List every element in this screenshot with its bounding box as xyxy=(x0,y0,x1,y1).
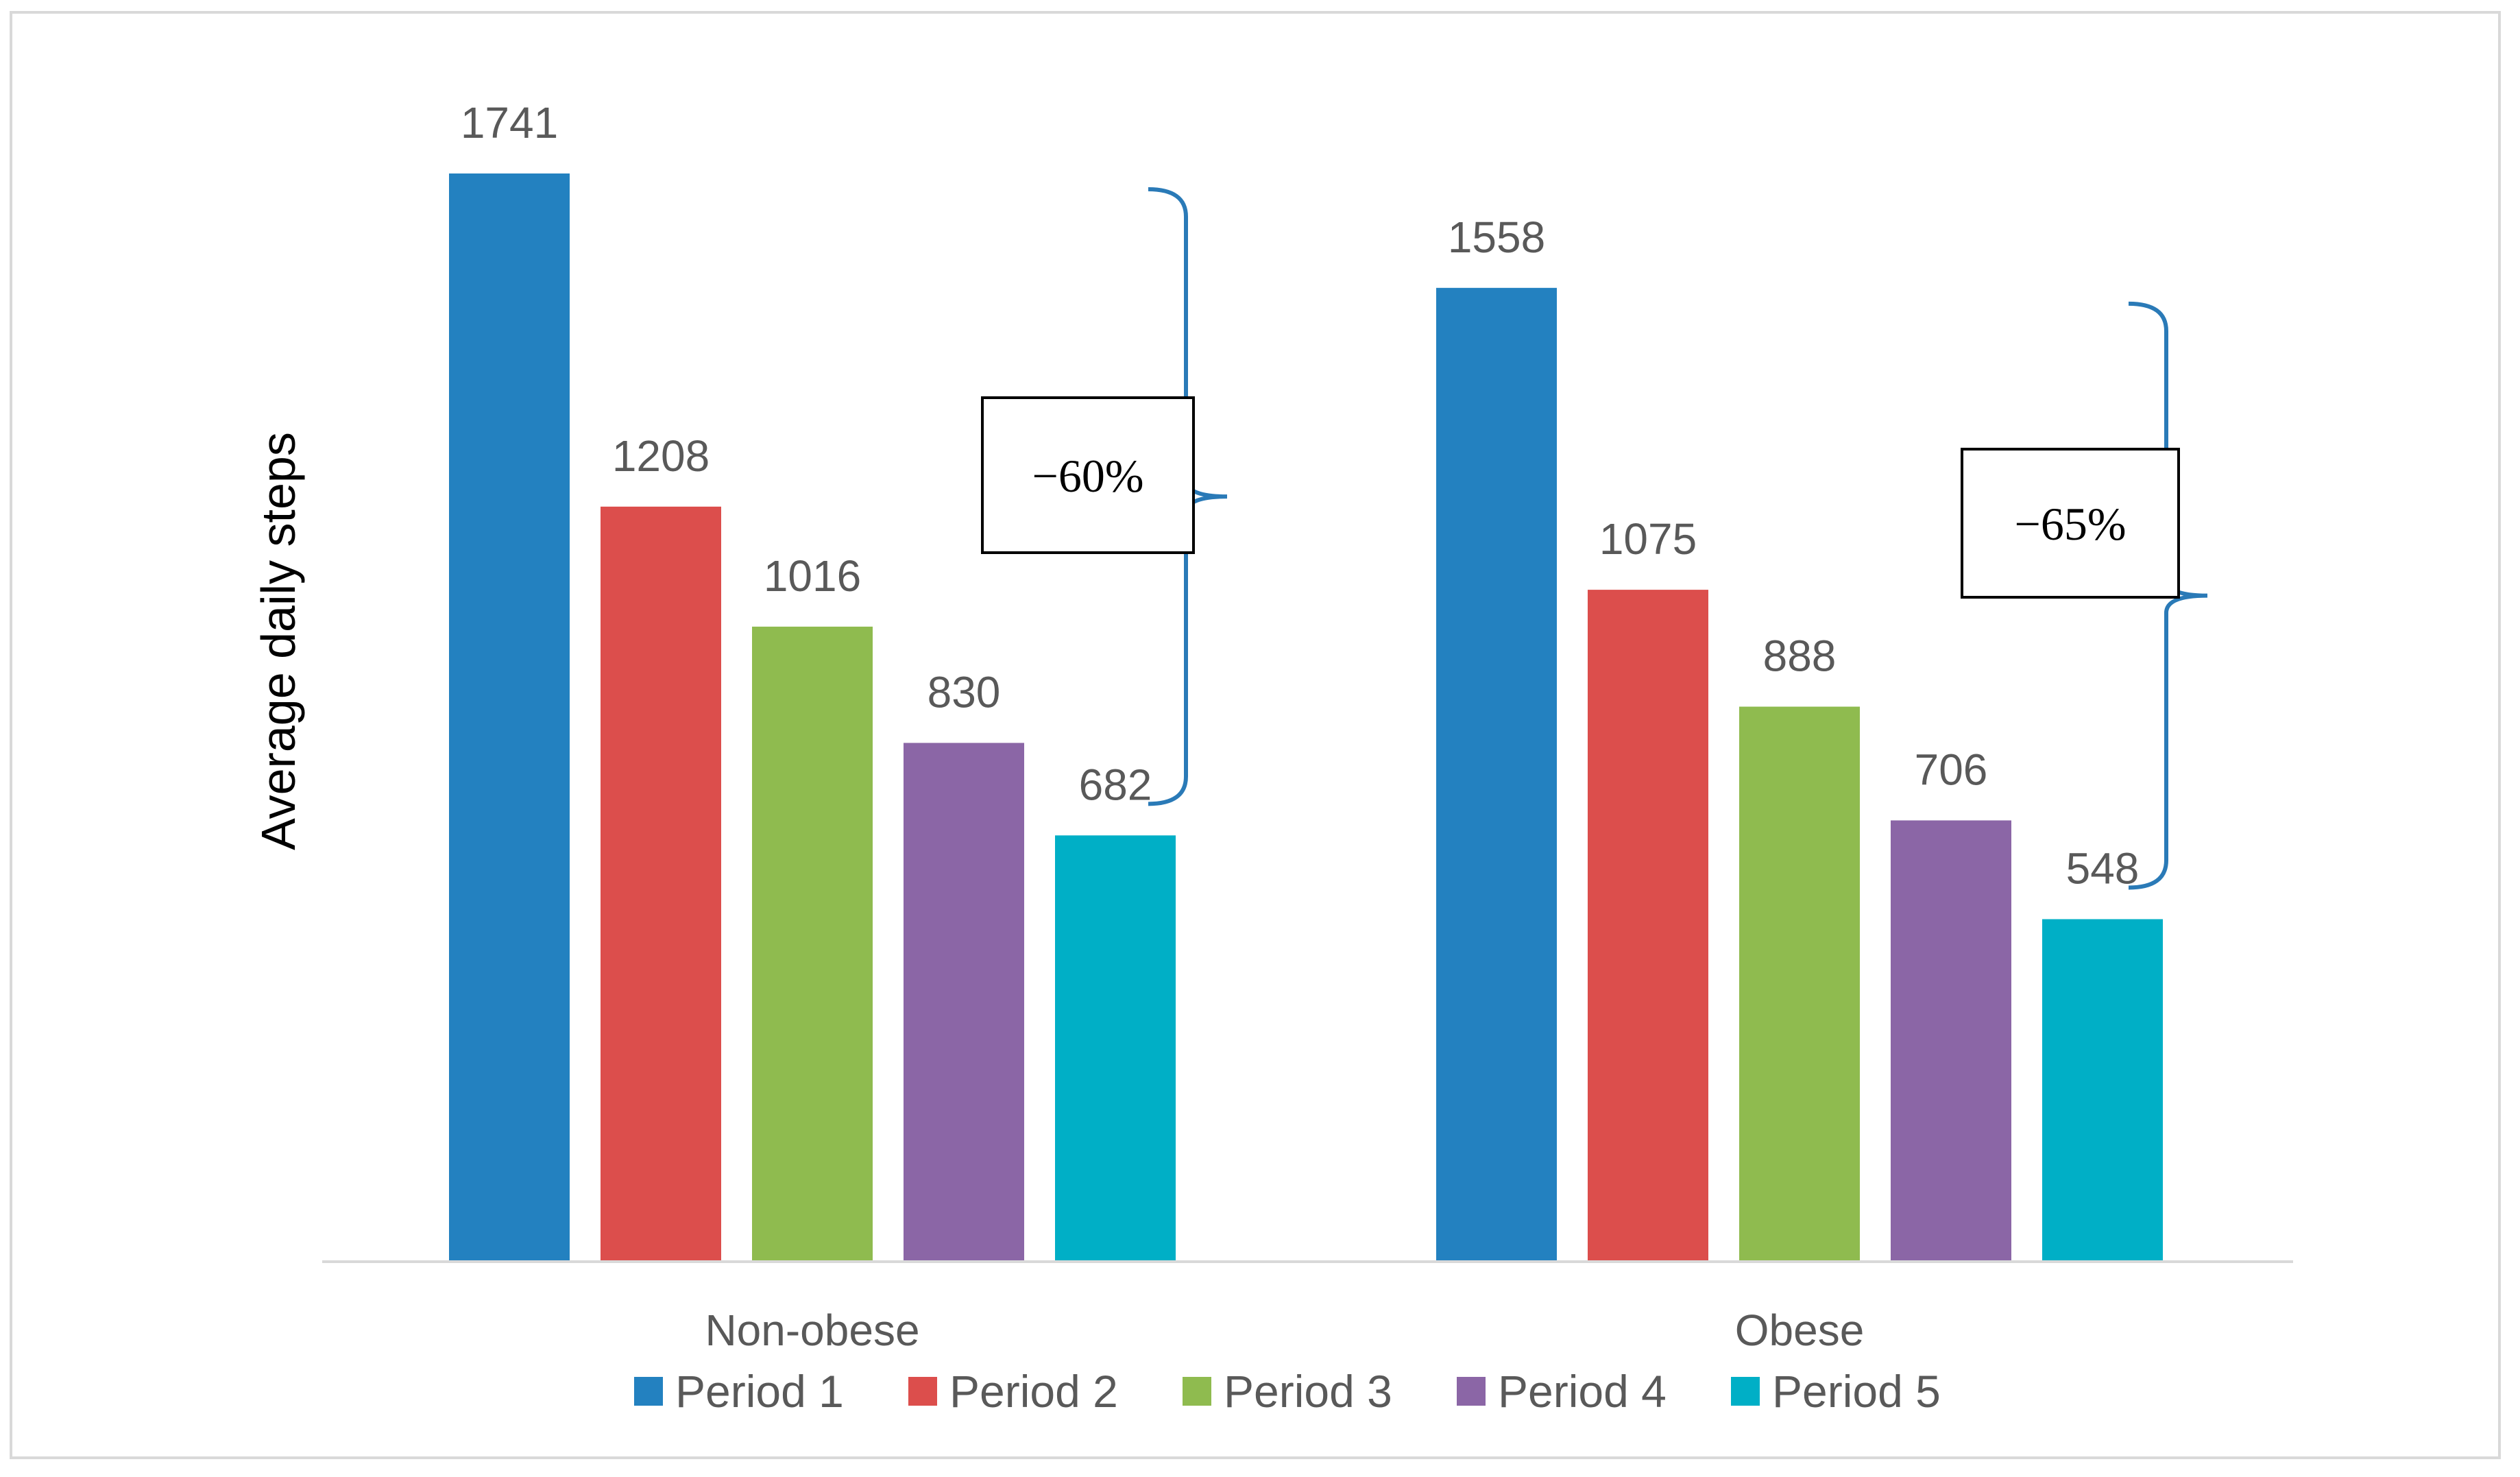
legend-swatch-period-5 xyxy=(1731,1377,1760,1406)
data-label: 1741 xyxy=(461,98,558,147)
bar-obese-period-3 xyxy=(1739,706,1860,1262)
bar-non-obese-period-3 xyxy=(752,626,873,1262)
bar-non-obese-period-2 xyxy=(601,506,721,1262)
category-label: Non-obese xyxy=(705,1306,919,1355)
percent-change-label: −65% xyxy=(2015,498,2127,550)
bar-non-obese-period-1 xyxy=(449,173,570,1262)
data-label: 1016 xyxy=(764,551,861,601)
bar-obese-period-5 xyxy=(2042,919,2163,1262)
percent-change-box xyxy=(981,396,1195,554)
percent-change-box xyxy=(1961,448,2180,599)
brace-non-obese xyxy=(1148,187,1228,806)
legend-label-period-5: Period 5 xyxy=(1772,1366,1941,1417)
category-labels: Non-obese Obese xyxy=(705,1306,1864,1355)
legend-label-period-1: Period 1 xyxy=(675,1366,844,1417)
bar-non-obese-period-5 xyxy=(1055,835,1176,1262)
data-label: 1208 xyxy=(612,431,710,481)
category-label: Obese xyxy=(1735,1306,1865,1355)
data-label: 1075 xyxy=(1599,514,1697,564)
bar-non-obese-period-4 xyxy=(904,743,1024,1262)
data-label: 1558 xyxy=(1448,213,1545,262)
legend-swatch-period-2 xyxy=(908,1377,937,1406)
data-label: 830 xyxy=(928,667,1001,717)
percent-change-label: −60% xyxy=(1032,450,1144,502)
data-label: 548 xyxy=(2066,843,2140,893)
legend-swatch-period-1 xyxy=(634,1377,663,1406)
legend-label-period-3: Period 3 xyxy=(1224,1366,1392,1417)
bar-obese-period-2 xyxy=(1588,590,1708,1262)
legend-swatch-period-3 xyxy=(1183,1377,1211,1406)
bar-obese-period-1 xyxy=(1436,287,1557,1262)
legend: Period 1 Period 2 Period 3 Period 4 Period 5 xyxy=(634,1366,1941,1417)
data-label: 706 xyxy=(1915,745,1988,794)
data-label: 888 xyxy=(1763,632,1837,681)
data-label: 682 xyxy=(1079,760,1152,809)
bar-obese-period-4 xyxy=(1891,820,2011,1262)
y-axis-title: Average daily steps xyxy=(252,432,305,850)
bars-layer: 1741 1208 1016 830 682 1558 1075 888 706 548 xyxy=(449,98,2163,1262)
legend-label-period-2: Period 2 xyxy=(949,1366,1118,1417)
annotations-layer: −60% −65% xyxy=(981,187,2208,890)
legend-label-period-4: Period 4 xyxy=(1498,1366,1667,1417)
legend-swatch-period-4 xyxy=(1457,1377,1486,1406)
brace-obese xyxy=(2128,301,2208,890)
